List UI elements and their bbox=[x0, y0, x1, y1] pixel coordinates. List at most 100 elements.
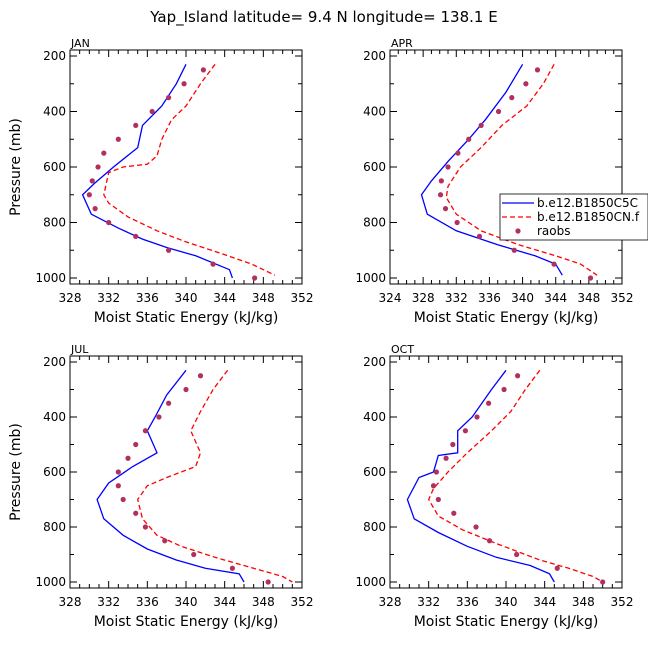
x-tick-label: 344 bbox=[213, 595, 236, 609]
panel-label: APR bbox=[391, 37, 413, 50]
data-layer bbox=[420, 63, 598, 281]
raobs-point bbox=[106, 219, 112, 226]
legend-box bbox=[499, 193, 648, 241]
raobs-point bbox=[115, 136, 121, 142]
x-axis-title: Moist Static Energy (kJ/kg) bbox=[94, 310, 279, 326]
raobs-point bbox=[466, 136, 472, 142]
x-tick-label: 340 bbox=[175, 291, 198, 305]
raobs-point bbox=[166, 247, 172, 253]
raobs-point bbox=[120, 496, 126, 503]
panel-label: JUL bbox=[70, 343, 89, 356]
x-axis-title: Moist Static Energy (kJ/kg) bbox=[414, 614, 599, 630]
x-tick-label: 344 bbox=[213, 291, 236, 305]
series-line-cn bbox=[445, 63, 598, 276]
panel-label: JAN bbox=[70, 37, 90, 50]
raobs-point bbox=[476, 233, 483, 239]
panels-group: JAN 328 332 336 340 344 348 352 200 400 600 800 1000… bbox=[8, 37, 633, 630]
series-line-c5cn bbox=[420, 63, 563, 276]
raobs-point bbox=[115, 483, 121, 489]
raobs-point bbox=[115, 469, 121, 475]
data-layer bbox=[81, 63, 276, 281]
figure-title: Yap_Island latitude= 9.4 N longitude= 13… bbox=[149, 8, 497, 27]
y-tick-label: 600 bbox=[363, 160, 386, 174]
raobs-point bbox=[166, 95, 172, 101]
y-axis-title: Pressure (mb) bbox=[8, 423, 24, 521]
raobs-point bbox=[450, 441, 456, 448]
raobs-point bbox=[133, 441, 139, 448]
raobs-point bbox=[534, 67, 541, 73]
raobs-point bbox=[156, 414, 162, 420]
x-tick-label: 348 bbox=[252, 291, 275, 305]
series-line-cn bbox=[136, 369, 293, 583]
raobs-point bbox=[587, 275, 594, 281]
y-axis-title: Pressure (mb) bbox=[8, 118, 24, 216]
y-tick-label: 600 bbox=[43, 465, 66, 479]
x-tick-label: 340 bbox=[511, 291, 534, 305]
raobs-point bbox=[478, 122, 484, 128]
y-tick-label: 400 bbox=[363, 105, 386, 119]
x-tick-label: 328 bbox=[59, 595, 82, 609]
panel-jan: JAN 328 332 336 340 344 348 352 200 400 600 800 1000… bbox=[8, 37, 313, 326]
y-tick-label: 200 bbox=[43, 49, 66, 63]
data-layer bbox=[96, 369, 293, 585]
panel-apr: APR 324 328 332 336 340 344 348 352 200 400 600 800 1… bbox=[355, 37, 633, 326]
series-line-c5cn bbox=[81, 64, 234, 279]
raobs-point bbox=[486, 400, 492, 406]
x-tick-label: 344 bbox=[533, 595, 556, 609]
x-tick-label: 328 bbox=[412, 291, 435, 305]
raobs-point bbox=[265, 579, 271, 585]
raobs-point bbox=[437, 192, 444, 198]
legend-label: b.e12.B1850C5C bbox=[537, 196, 638, 210]
plot-frame bbox=[389, 49, 623, 285]
x-axis-title: Moist Static Energy (kJ/kg) bbox=[94, 614, 279, 630]
panel-label: OCT bbox=[391, 343, 414, 356]
x-axis-title: Moist Static Energy (kJ/kg) bbox=[414, 310, 599, 326]
panel-oct: OCT 328 332 336 340 344 348 352 200 400 600 800 1000… bbox=[355, 343, 633, 630]
raobs-point bbox=[191, 551, 197, 558]
y-tick-label: 200 bbox=[363, 355, 386, 369]
raobs-point bbox=[133, 122, 139, 128]
y-tick-label: 800 bbox=[43, 216, 66, 230]
y-tick-label: 200 bbox=[363, 49, 386, 63]
x-tick-label: 348 bbox=[577, 291, 600, 305]
x-tick-label: 328 bbox=[379, 595, 402, 609]
raobs-point bbox=[183, 386, 189, 393]
x-tick-label: 332 bbox=[445, 291, 468, 305]
legend-label: b.e12.B1850CN.f bbox=[537, 210, 640, 224]
y-tick-label: 400 bbox=[43, 410, 66, 424]
raobs-point bbox=[133, 233, 139, 239]
x-tick-label: 336 bbox=[478, 291, 501, 305]
raobs-point bbox=[200, 67, 206, 73]
x-tick-label: 340 bbox=[175, 595, 198, 609]
x-tick-label: 332 bbox=[417, 595, 440, 609]
raobs-point bbox=[430, 483, 437, 489]
raobs-point bbox=[252, 275, 258, 281]
legend-marker-raobs bbox=[515, 228, 521, 234]
raobs-point bbox=[86, 192, 92, 198]
x-tick-label: 332 bbox=[97, 291, 120, 305]
raobs-point bbox=[509, 95, 515, 101]
raobs-point bbox=[101, 150, 107, 156]
raobs-point bbox=[454, 219, 460, 226]
raobs-point bbox=[515, 373, 521, 379]
raobs-point bbox=[551, 261, 557, 267]
x-tick-label: 336 bbox=[456, 595, 479, 609]
raobs-point bbox=[166, 400, 172, 406]
series-line-c5cn bbox=[96, 369, 245, 583]
raobs-point bbox=[554, 565, 560, 571]
y-tick-label: 1000 bbox=[355, 271, 386, 285]
raobs-point bbox=[442, 206, 449, 212]
y-tick-label: 1000 bbox=[35, 575, 66, 589]
raobs-point bbox=[445, 164, 451, 170]
raobs-point bbox=[473, 524, 479, 530]
y-tick-label: 600 bbox=[43, 160, 66, 174]
y-tick-label: 800 bbox=[43, 520, 66, 534]
raobs-point bbox=[95, 164, 101, 170]
series-line-c5cn bbox=[406, 369, 555, 583]
x-tick-label: 324 bbox=[379, 291, 402, 305]
raobs-point bbox=[511, 247, 517, 253]
y-tick-label: 200 bbox=[43, 355, 66, 369]
raobs-point bbox=[501, 386, 507, 393]
